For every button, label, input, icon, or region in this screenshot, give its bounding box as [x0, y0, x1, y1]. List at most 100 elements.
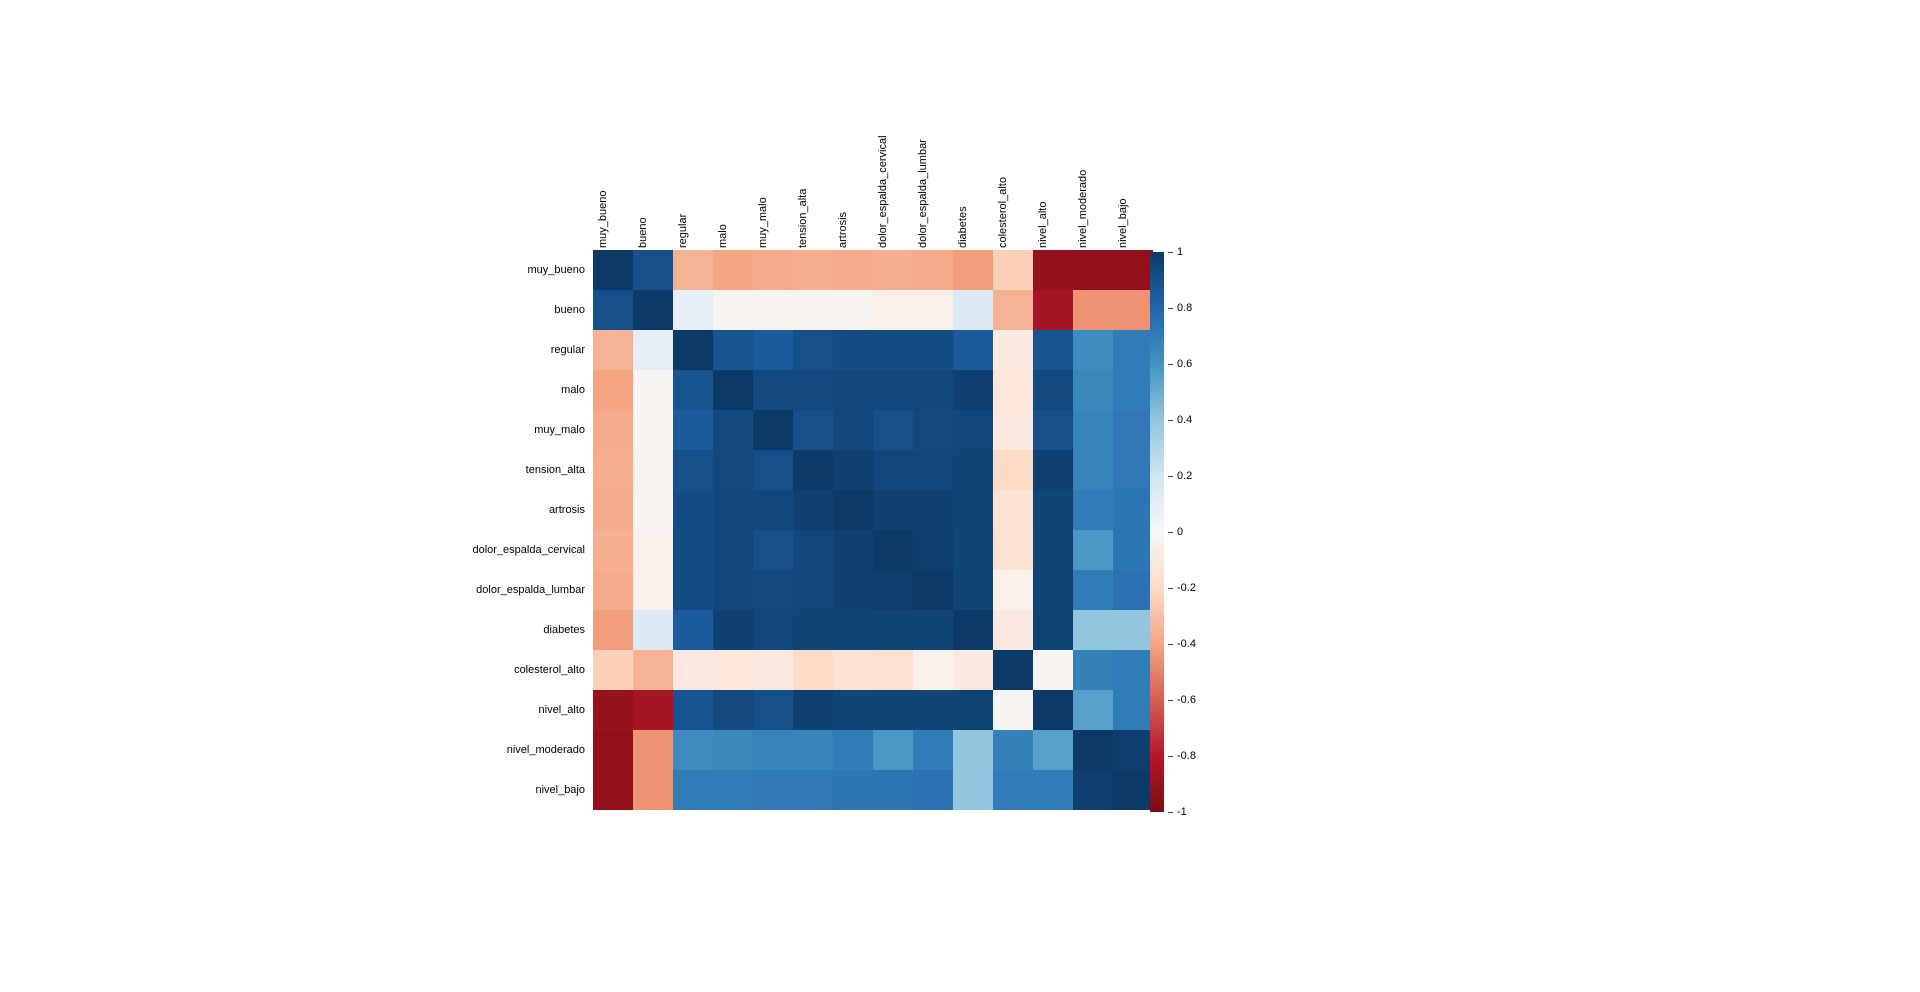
- heatmap-cell: [913, 610, 953, 650]
- heatmap-cell: [753, 490, 793, 530]
- heatmap-cell: [1113, 610, 1153, 650]
- heatmap-cell: [593, 690, 633, 730]
- heatmap-cell: [1113, 450, 1153, 490]
- heatmap-cell: [833, 770, 873, 810]
- heatmap-cell: [833, 370, 873, 410]
- colorbar-tick: 0.8: [1168, 302, 1192, 314]
- column-label: colesterol_alto: [997, 177, 1009, 248]
- heatmap-cell: [633, 730, 673, 770]
- row-label: tension_alta: [395, 464, 593, 476]
- heatmap-cell: [1073, 690, 1113, 730]
- heatmap-cell: [993, 650, 1033, 690]
- heatmap-cell: [793, 490, 833, 530]
- heatmap-row: malo: [395, 370, 1153, 410]
- row-label: nivel_alto: [395, 704, 593, 716]
- heatmap-cell: [793, 250, 833, 290]
- row-label: nivel_moderado: [395, 744, 593, 756]
- heatmap-cell: [873, 770, 913, 810]
- heatmap-cell: [1033, 370, 1073, 410]
- heatmap-cell: [1113, 290, 1153, 330]
- heatmap-cell: [913, 770, 953, 810]
- heatmap-cell: [1033, 290, 1073, 330]
- heatmap-cell: [1033, 530, 1073, 570]
- heatmap-cell: [633, 690, 673, 730]
- heatmap-cell: [993, 410, 1033, 450]
- heatmap-cell: [793, 450, 833, 490]
- heatmap-cell: [913, 250, 953, 290]
- heatmap-cell: [793, 330, 833, 370]
- heatmap-cell: [873, 650, 913, 690]
- heatmap-cell: [633, 610, 673, 650]
- heatmap-cell: [993, 450, 1033, 490]
- heatmap-cell: [1113, 490, 1153, 530]
- heatmap-cell: [1113, 250, 1153, 290]
- heatmap-grid: muy_buenobuenoregularmalomuy_malotension…: [395, 250, 1153, 810]
- colorbar-tick: -0.6: [1168, 694, 1196, 706]
- heatmap-cell: [713, 450, 753, 490]
- heatmap-cell: [913, 370, 953, 410]
- heatmap-cell: [833, 250, 873, 290]
- heatmap-cell: [833, 570, 873, 610]
- heatmap-cell: [633, 530, 673, 570]
- heatmap-cell: [713, 490, 753, 530]
- heatmap-cell: [1113, 370, 1153, 410]
- heatmap-row: dolor_espalda_lumbar: [395, 570, 1153, 610]
- heatmap-cell: [873, 570, 913, 610]
- heatmap-cell: [1113, 570, 1153, 610]
- heatmap-cell: [1033, 250, 1073, 290]
- heatmap-cell: [753, 410, 793, 450]
- heatmap-cell: [713, 770, 753, 810]
- heatmap-cell: [633, 330, 673, 370]
- heatmap-cell: [833, 410, 873, 450]
- heatmap-cell: [753, 610, 793, 650]
- heatmap-cell: [593, 530, 633, 570]
- column-label: muy_bueno: [597, 191, 609, 249]
- heatmap-cell: [833, 610, 873, 650]
- heatmap-cell: [713, 610, 753, 650]
- heatmap-cell: [953, 250, 993, 290]
- heatmap-cell: [953, 490, 993, 530]
- heatmap-cell: [753, 330, 793, 370]
- heatmap-cell: [633, 490, 673, 530]
- heatmap-cell: [633, 410, 673, 450]
- heatmap-cell: [793, 370, 833, 410]
- column-label: bueno: [637, 217, 649, 248]
- heatmap-cell: [1113, 650, 1153, 690]
- heatmap-cell: [713, 570, 753, 610]
- heatmap-cell: [753, 370, 793, 410]
- heatmap-cell: [673, 330, 713, 370]
- column-label: artrosis: [837, 212, 849, 248]
- heatmap-cell: [873, 290, 913, 330]
- heatmap-cell: [1033, 650, 1073, 690]
- colorbar-tick: -1: [1168, 806, 1187, 818]
- heatmap-cell: [993, 370, 1033, 410]
- heatmap-cell: [873, 530, 913, 570]
- heatmap-cell: [1073, 450, 1113, 490]
- heatmap-cell: [913, 690, 953, 730]
- heatmap-cell: [873, 490, 913, 530]
- heatmap-cell: [833, 490, 873, 530]
- heatmap-cell: [1033, 490, 1073, 530]
- heatmap-row: muy_malo: [395, 410, 1153, 450]
- column-label: tension_alta: [797, 189, 809, 248]
- column-label: diabetes: [957, 206, 969, 248]
- heatmap-cell: [953, 770, 993, 810]
- heatmap-row: regular: [395, 330, 1153, 370]
- heatmap-row: dolor_espalda_cervical: [395, 530, 1153, 570]
- heatmap-cell: [993, 250, 1033, 290]
- heatmap-cell: [713, 290, 753, 330]
- heatmap-cell: [1073, 530, 1113, 570]
- row-label: dolor_espalda_lumbar: [395, 584, 593, 596]
- heatmap-cell: [873, 250, 913, 290]
- heatmap-cell: [633, 370, 673, 410]
- heatmap-cell: [593, 370, 633, 410]
- row-label: colesterol_alto: [395, 664, 593, 676]
- heatmap-cell: [953, 370, 993, 410]
- heatmap-cell: [593, 610, 633, 650]
- heatmap-cell: [1073, 330, 1113, 370]
- row-label: diabetes: [395, 624, 593, 636]
- heatmap-cell: [1033, 410, 1073, 450]
- heatmap-cell: [753, 730, 793, 770]
- heatmap-cell: [753, 570, 793, 610]
- heatmap-cell: [753, 650, 793, 690]
